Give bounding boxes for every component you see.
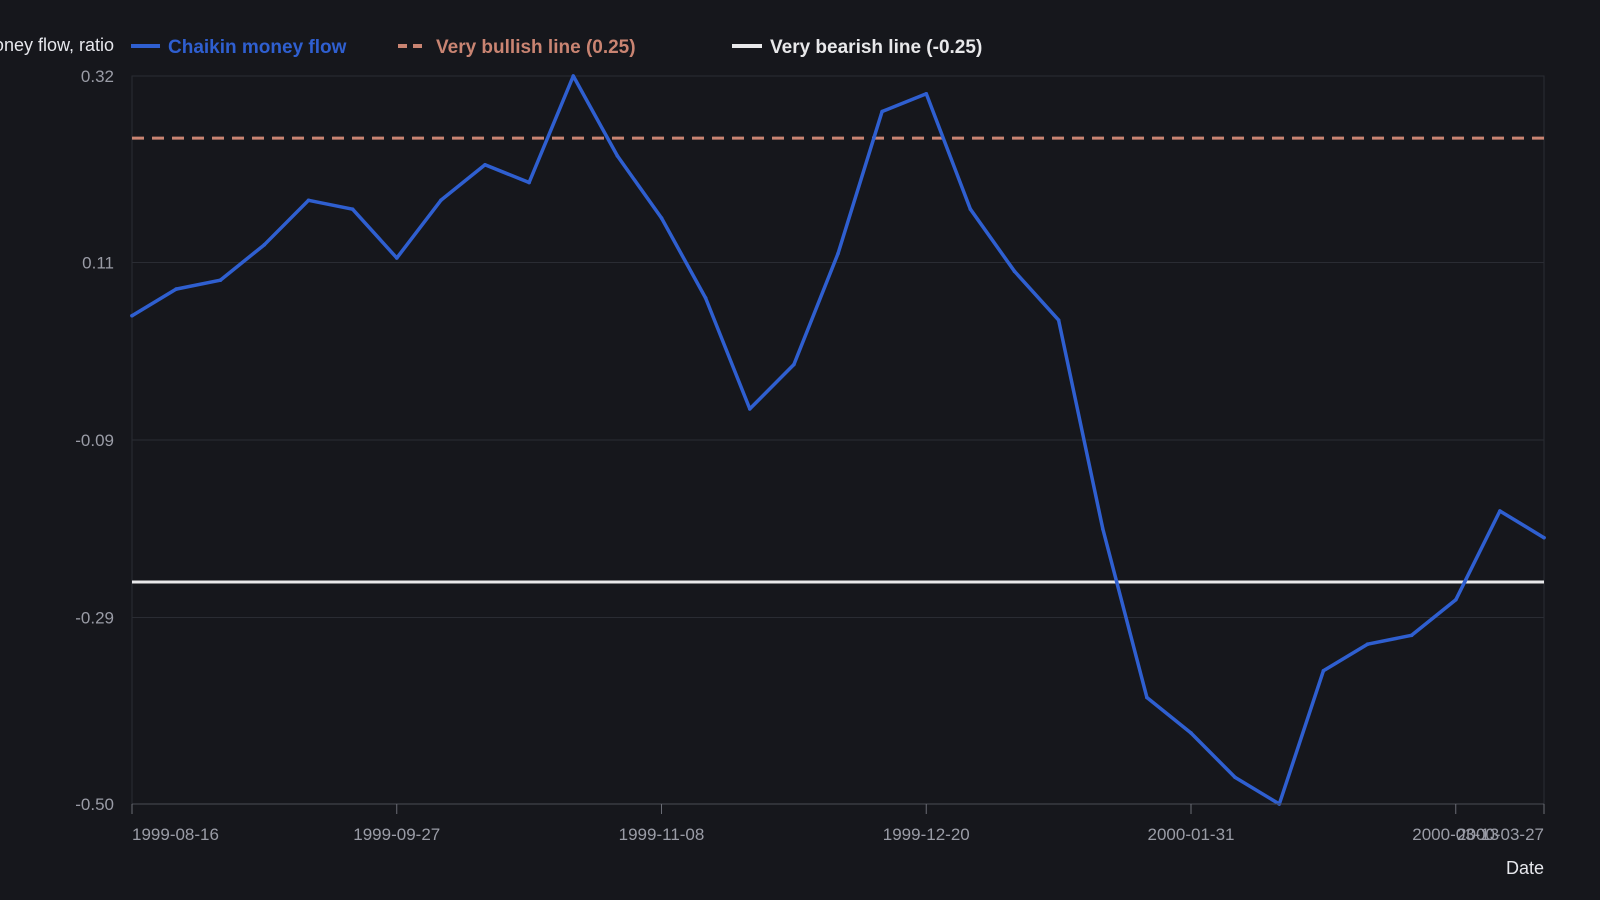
chaikin-data-point bbox=[1409, 633, 1414, 638]
legend-label-bearish: Very bearish line (-0.25) bbox=[770, 37, 982, 58]
gridlines bbox=[131, 75, 1545, 805]
legend-label-bullish: Very bullish line (0.25) bbox=[436, 37, 636, 58]
chaikin-data-point bbox=[483, 162, 487, 167]
chaikin-data-point bbox=[262, 242, 267, 247]
x-tick-label: 1999-08-16 bbox=[132, 825, 219, 844]
legend-label-chaikin: Chaikin money flow bbox=[168, 37, 347, 58]
y-axis-title: Chaikin money flow, ratio bbox=[0, 35, 114, 55]
chaikin-data-point bbox=[615, 154, 620, 158]
chaikin-data-point bbox=[1453, 598, 1458, 602]
axes: 0.32 0.11 -0.09 -0.29 -0.50 1999-08-16 1999-09… bbox=[75, 67, 1545, 844]
legend-item-bullish[interactable]: Very bullish line (0.25) bbox=[398, 37, 636, 58]
chaikin-data-point bbox=[571, 74, 576, 78]
chaikin-data-point bbox=[306, 198, 311, 203]
chaikin-data-point bbox=[1145, 695, 1149, 700]
x-tick-label: 1999-12-20 bbox=[883, 825, 970, 844]
chaikin-data-point bbox=[1321, 669, 1326, 673]
chaikin-data-point bbox=[1498, 509, 1502, 513]
x-axis-title: Date bbox=[1506, 858, 1544, 878]
x-tick-label: 2000-03-13 bbox=[1412, 825, 1499, 844]
x-tick-label: 1999-09-27 bbox=[353, 825, 440, 844]
chaikin-data-point bbox=[1012, 269, 1017, 274]
y-tick-label: -0.09 bbox=[75, 431, 114, 450]
y-tick-label: -0.29 bbox=[75, 609, 114, 628]
legend: Chaikin money flow Very bullish line (0.… bbox=[131, 37, 982, 58]
chaikin-data-point bbox=[218, 278, 223, 282]
y-tick-label: 0.32 bbox=[81, 67, 114, 86]
y-tick-label: -0.50 bbox=[75, 795, 114, 814]
y-tick-label: 0.11 bbox=[82, 253, 114, 272]
chaikin-data-point bbox=[968, 207, 973, 211]
chaikin-data-point bbox=[1100, 526, 1105, 531]
x-tick-label: 1999-11-08 bbox=[619, 825, 705, 844]
chaikin-data-point bbox=[1056, 318, 1061, 322]
legend-item-chaikin[interactable]: Chaikin money flow bbox=[131, 37, 347, 58]
chaikin-data-point bbox=[1542, 535, 1546, 540]
chaikin-data-point bbox=[792, 362, 796, 367]
chaikin-data-point bbox=[130, 313, 134, 318]
reference-lines bbox=[132, 136, 1544, 584]
chaikin-data-point bbox=[439, 198, 443, 203]
chaikin-data-point bbox=[836, 251, 840, 256]
chaikin-data-point bbox=[1189, 731, 1193, 735]
chaikin-data-point bbox=[659, 216, 664, 220]
chaikin-data-point bbox=[174, 287, 178, 291]
x-tick-label: 2000-01-31 bbox=[1148, 825, 1235, 844]
chaikin-data-point bbox=[924, 91, 929, 96]
chaikin-data-point bbox=[1365, 642, 1370, 646]
series-lines bbox=[130, 74, 1546, 806]
x-tick-label: 2000-03-27 bbox=[1457, 825, 1544, 844]
chaikin-data-point bbox=[527, 180, 531, 185]
chaikin-data-point bbox=[350, 207, 355, 211]
chaikin-data-point bbox=[747, 407, 752, 411]
chaikin-data-point bbox=[1233, 775, 1237, 780]
legend-item-bearish[interactable]: Very bearish line (-0.25) bbox=[732, 37, 982, 58]
chaikin-data-point bbox=[880, 109, 884, 114]
chaikin-data-point bbox=[394, 256, 399, 260]
chaikin-data-point bbox=[703, 296, 708, 300]
